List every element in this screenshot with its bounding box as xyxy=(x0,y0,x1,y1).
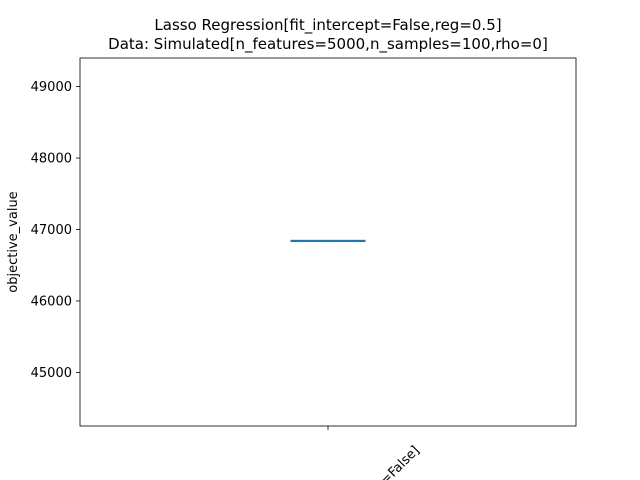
y-tick-label: 45000 xyxy=(31,366,72,381)
box-series xyxy=(290,239,366,243)
chart-title: Lasso Regression[fit_intercept=False,reg… xyxy=(154,16,501,35)
y-axis-ticks: 45000 46000 47000 48000 49000 xyxy=(31,80,80,381)
y-tick-label: 46000 xyxy=(31,294,72,309)
y-axis-label: objective_value xyxy=(6,191,21,292)
y-tick-label: 49000 xyxy=(31,80,72,95)
y-tick-label: 48000 xyxy=(31,152,72,167)
x-axis-ticks: =False] xyxy=(327,426,423,480)
y-tick-label: 47000 xyxy=(31,223,72,238)
chart-subtitle: Data: Simulated[n_features=5000,n_sample… xyxy=(108,35,548,54)
x-tick-label: =False] xyxy=(378,443,423,480)
